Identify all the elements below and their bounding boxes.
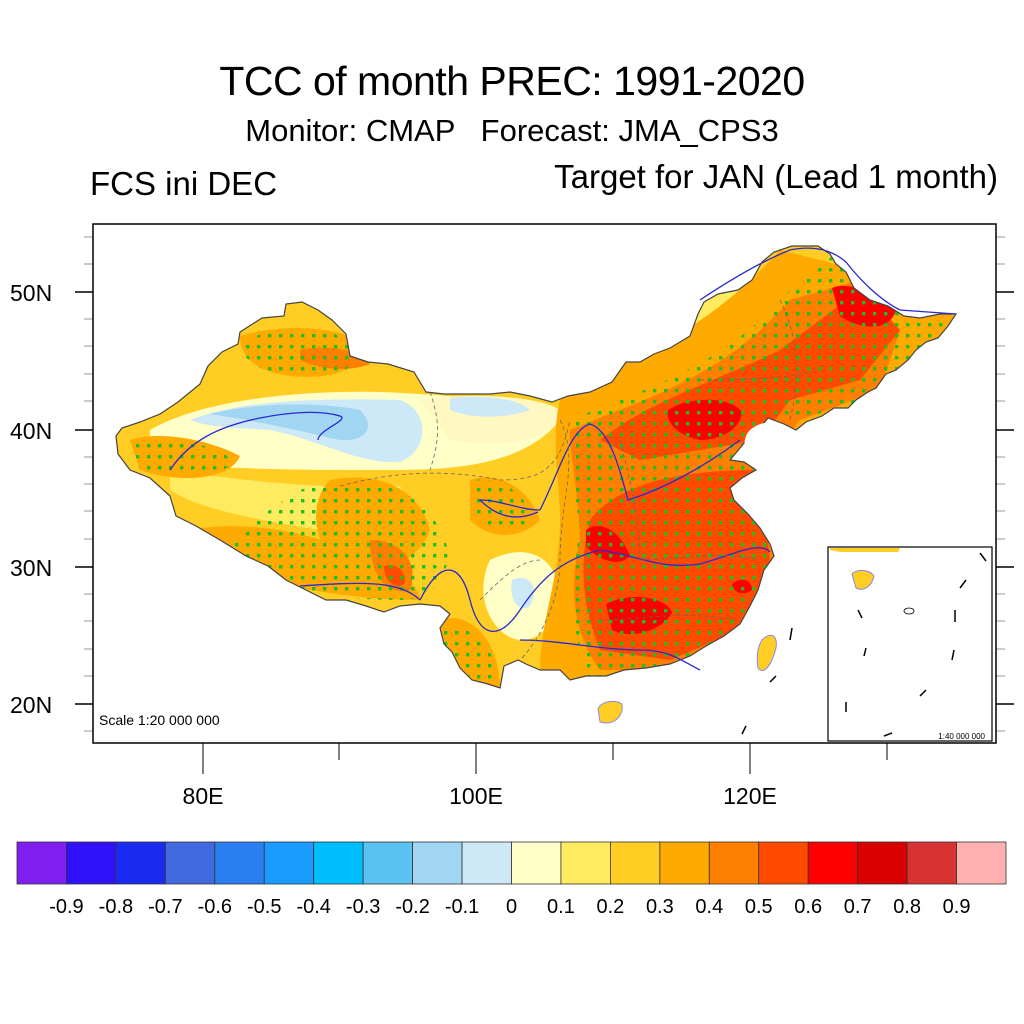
colorbar-tick-label: 0.8 (893, 896, 921, 918)
nine-dash-line (741, 627, 793, 735)
colorbar-tick-label: -0.9 (49, 896, 84, 918)
tarim-river (169, 411, 343, 471)
colorbar-tick-label: -0.1 (444, 896, 480, 918)
colorbar-tick-label: -0.6 (197, 896, 233, 918)
hainan-island (597, 700, 623, 724)
target-label: Target for JAN (Lead 1 month) (554, 158, 998, 195)
init-label: FCS ini DEC (90, 165, 278, 202)
colorbar-box (807, 841, 859, 885)
colorbar-box (758, 841, 809, 885)
scale-label: Scale 1:20 000 000 (99, 712, 220, 728)
right-axis (996, 291, 1014, 705)
map-frame (92, 223, 997, 744)
colorbar-tick-label: 0.5 (744, 896, 773, 918)
colorbar-box (956, 841, 1007, 885)
colorbar-box (857, 841, 908, 885)
colorbar-tick-label: -0.8 (98, 896, 134, 918)
amur-river (699, 247, 957, 315)
pearl-river (519, 639, 701, 671)
significance-stipple-tibet (228, 481, 448, 600)
bohai-sea (744, 422, 780, 456)
colorbar-tick-label: 0.3 (645, 896, 674, 918)
colorbar-box (16, 841, 67, 885)
colorbar-box (115, 841, 166, 885)
field-im-lightblue (450, 396, 530, 417)
colorbar-box (66, 841, 117, 885)
colorbar-box (708, 841, 760, 885)
lat-label-40n: 40N (10, 418, 52, 444)
taiwan-island (756, 634, 777, 671)
colorbar-tick-label: 0.6 (794, 896, 823, 918)
lon-label-100e: 100E (449, 783, 503, 809)
colorbar-box (313, 841, 364, 885)
colorbar-box (362, 841, 413, 885)
colorbar-tick-label: -0.5 (247, 896, 282, 918)
colorbar-tick-label: 0 (505, 896, 518, 918)
rivers (169, 247, 957, 671)
colorbar-box (659, 841, 710, 885)
colorbar-box (263, 841, 315, 885)
chart-title: TCC of month PREC: 1991-2020 (219, 58, 805, 104)
south-china-sea-inset: 1:40 000 000 (827, 546, 993, 742)
lat-label-50n: 50N (10, 280, 52, 306)
colorbar-tick-label: -0.3 (345, 896, 381, 918)
inset-hainan (851, 569, 875, 590)
left-axis-minor (84, 236, 93, 732)
colorbar-tick-label: 0.1 (547, 896, 575, 918)
colorbar-tick-label: 0.2 (596, 896, 625, 918)
colorbar-box (164, 841, 216, 885)
colorbar-tick-label: 0.9 (942, 896, 971, 918)
left-axis (75, 291, 93, 705)
colorbar-box (560, 841, 611, 885)
yellow-river (478, 423, 741, 518)
significance-stipple-kashgar (130, 438, 234, 477)
colorbar-tick-label: 0.7 (843, 896, 872, 918)
colorbar (16, 841, 1007, 885)
lat-label-20n: 20N (10, 692, 52, 718)
colorbar-box (214, 841, 265, 885)
colorbar-tick-label: 0.4 (695, 896, 724, 918)
colorbar-box (906, 841, 957, 885)
bottom-axis (202, 743, 888, 774)
colorbar-box (511, 841, 562, 885)
inset-coast (830, 548, 900, 552)
yangtze-river (299, 547, 771, 632)
lat-label-30n: 30N (10, 555, 52, 581)
field-sichuan-blue (511, 577, 534, 609)
colorbar-box (461, 841, 512, 885)
colorbar-box (412, 841, 463, 885)
colorbar-tick-label: -0.4 (296, 896, 331, 918)
colorbar-tick-label: -0.2 (395, 896, 430, 918)
chart-subtitle: Monitor: CMAP Forecast: JMA_CPS3 (245, 113, 779, 148)
province-borders (339, 299, 821, 661)
significance-stipple-dzungaria (240, 330, 365, 376)
lon-label-120e: 120E (723, 783, 777, 809)
colorbar-box (610, 841, 661, 885)
lon-label-80e: 80E (183, 783, 224, 809)
inset-scale-label: 1:40 000 000 (938, 732, 985, 741)
colorbar-tick-label: -0.7 (148, 896, 183, 918)
